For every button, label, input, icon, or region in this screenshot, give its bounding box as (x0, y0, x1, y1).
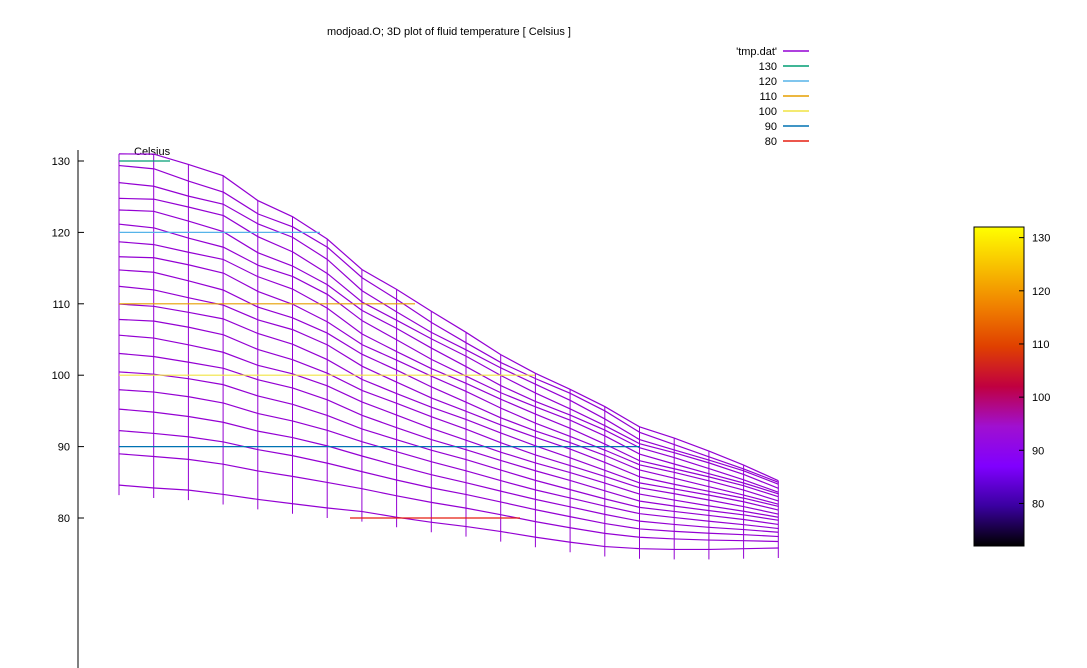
surface-row-line (119, 352, 779, 521)
colorbar-tick-label: 130 (1032, 233, 1050, 245)
chart-title: modjoad.O; 3D plot of fluid temperature … (327, 26, 571, 38)
surface-row-line (119, 484, 779, 551)
surface-row-line (118, 269, 779, 505)
colorbar-tick-label: 110 (1032, 339, 1050, 351)
surface-row-line (118, 153, 779, 482)
z-tick-label: 100 (52, 370, 70, 382)
z-tick-label: 90 (58, 442, 70, 454)
legend-label: 110 (759, 91, 777, 103)
surface-row-line (118, 182, 779, 485)
surface-row-line (118, 453, 779, 543)
legend: 'tmp.dat' 130 120 110 100 90 80 (736, 46, 809, 148)
contour-lines (119, 160, 640, 519)
colorbar-tick-label: 120 (1032, 286, 1050, 298)
legend-label: 'tmp.dat' (736, 46, 777, 58)
z-tick-label: 110 (52, 299, 70, 311)
legend-label: 90 (765, 121, 777, 133)
legend-label: 130 (759, 61, 777, 73)
surface-row-line (119, 285, 779, 508)
surface-row-line (119, 164, 779, 483)
surface-row-line (119, 197, 779, 490)
legend-label: 80 (765, 136, 777, 148)
surface-row-line (119, 318, 779, 515)
surface-row-line (119, 223, 779, 495)
surface-row-line (119, 256, 779, 502)
colorbar-gradient (973, 226, 1025, 547)
surface-row-line (119, 430, 779, 538)
colorbar-tick-label: 90 (1032, 445, 1044, 457)
z-axis: 80 90 100 110 120 130 (52, 150, 84, 668)
z-tick-label: 80 (58, 513, 70, 525)
colorbar: 80 90 100 110 120 130 (973, 226, 1050, 547)
surface-mesh (118, 153, 779, 560)
colorbar-tick-label: 80 (1032, 498, 1044, 510)
colorbar-tick-label: 100 (1032, 392, 1050, 404)
z-tick-label: 130 (52, 156, 70, 168)
z-axis-label: Celsius (134, 146, 171, 158)
z-tick-label: 120 (52, 227, 70, 239)
surface-row-line (118, 408, 779, 533)
surface-row-line (118, 334, 779, 518)
surface-row-line (119, 389, 779, 530)
surface-row-line (118, 371, 779, 526)
legend-label: 100 (759, 106, 777, 118)
surface-row-line (118, 209, 779, 493)
surface-row-line (118, 303, 779, 511)
legend-label: 120 (759, 76, 777, 88)
surface-row-line (118, 241, 779, 498)
